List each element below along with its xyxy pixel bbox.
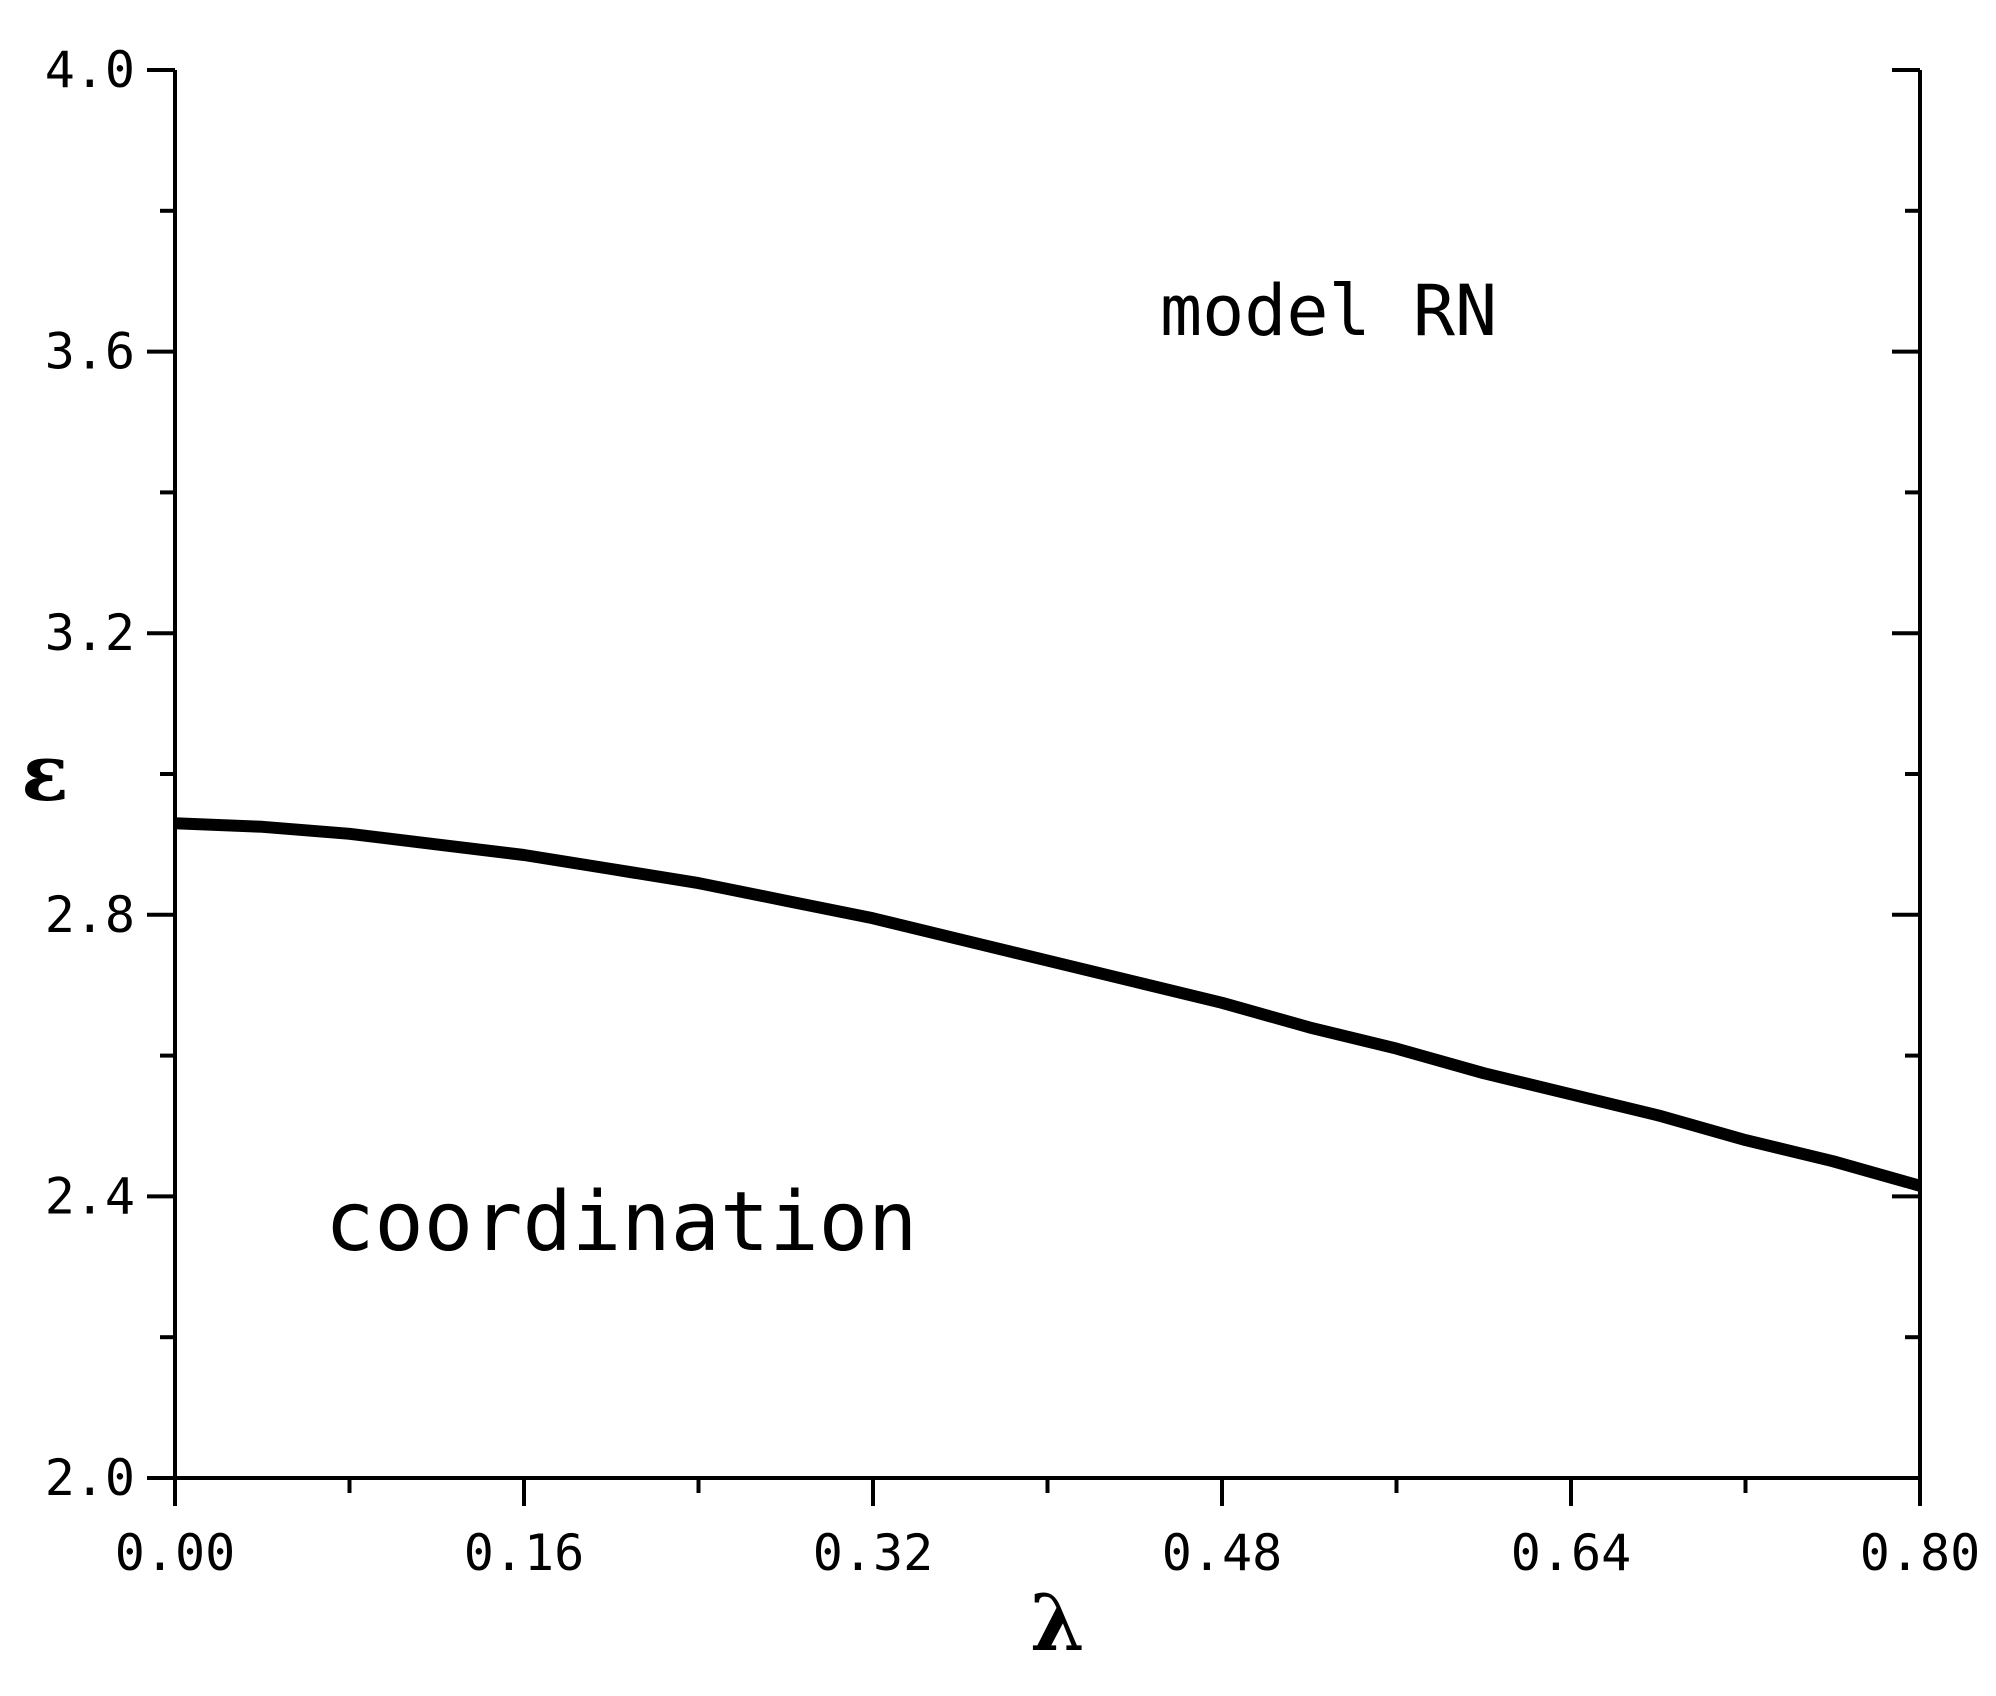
y-tick-label: 2.0 xyxy=(45,1449,135,1507)
x-tick-label: 0.00 xyxy=(115,1524,235,1582)
x-axis-ticks: 0.00 0.16 0.32 0.48 0.64 0.80 xyxy=(115,1478,1980,1582)
x-tick-label: 0.16 xyxy=(464,1524,584,1582)
annotation-model-rn: model RN xyxy=(1160,270,1497,352)
y-tick-label: 3.2 xyxy=(45,604,135,662)
annotation-coordination: coordination xyxy=(325,1175,917,1270)
y-axis-title: ε xyxy=(21,728,68,819)
x-tick-label: 0.64 xyxy=(1511,1524,1631,1582)
y-axis-ticks: 2.0 2.4 2.8 3.2 3.6 4.0 xyxy=(45,41,1920,1507)
y-tick-label: 2.4 xyxy=(45,1167,135,1225)
y-tick-label: 2.8 xyxy=(45,886,135,944)
x-tick-label: 0.32 xyxy=(813,1524,933,1582)
series-line-0 xyxy=(174,817,1922,1192)
y-tick-label: 4.0 xyxy=(45,41,135,99)
series-layer xyxy=(174,817,1922,1192)
y-tick-label: 3.6 xyxy=(45,323,135,381)
x-axis-title: λ xyxy=(1030,1578,1085,1669)
x-tick-label: 0.48 xyxy=(1162,1524,1282,1582)
x-tick-label: 0.80 xyxy=(1860,1524,1980,1582)
